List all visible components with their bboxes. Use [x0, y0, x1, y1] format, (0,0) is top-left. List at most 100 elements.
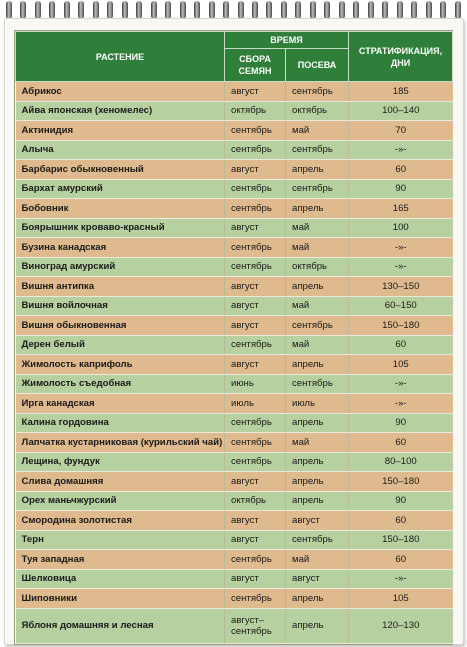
plant-cell: Слива домашняя: [15, 471, 225, 492]
stratification-cell: 120–130: [348, 608, 453, 644]
sowing-cell: апрель: [285, 276, 350, 297]
spiral-ring: [165, 1, 172, 19]
seed-collection-line: сентябрь: [231, 625, 272, 637]
sowing-cell: апрель: [285, 159, 350, 180]
seed-collection-cell: октябрь: [224, 491, 286, 511]
seed-collection-cell: август: [224, 510, 286, 531]
spiral-ring: [92, 1, 99, 19]
spiral-ring: [382, 1, 389, 19]
sowing-cell: октябрь: [285, 257, 350, 277]
seed-collection-cell: сентябрь: [224, 588, 286, 609]
stratification-cell: 130–150: [348, 276, 453, 297]
table-row: Абрикос август сентябрь 185: [15, 81, 453, 102]
spiral-ring: [396, 1, 403, 19]
stratification-cell: 150–180: [348, 315, 453, 336]
spiral-ring: [208, 1, 215, 19]
spiral-ring: [324, 1, 331, 19]
stratification-cell: 60–150: [348, 296, 453, 316]
sowing-cell: май: [285, 335, 350, 355]
header-stratification: СТРАТИФИКАЦИЯ, ДНИ: [348, 31, 454, 82]
plant-cell: Смородина золотистая: [15, 510, 225, 531]
table-row: Бархат амурский сентябрь сентябрь 90: [15, 179, 453, 199]
plant-cell: Актинидия: [15, 120, 225, 141]
spiral-binding: [6, 0, 461, 24]
sowing-cell: апрель: [285, 608, 350, 644]
sowing-cell: сентябрь: [285, 530, 350, 550]
plant-cell: Жимолость съедобная: [15, 374, 225, 394]
table-row: Слива домашняя август апрель 150–180: [15, 471, 453, 492]
sowing-cell: август: [285, 569, 350, 589]
plant-cell: Яблоня домашняя и лесная: [15, 608, 225, 644]
plant-cell: Дерен белый: [15, 335, 225, 355]
spiral-ring: [266, 1, 273, 19]
plant-cell: Абрикос: [15, 81, 225, 102]
table-row: Калина гордовина сентябрь апрель 90: [15, 413, 453, 433]
table-row: Терн август сентябрь 150–180: [15, 530, 453, 550]
sowing-cell: октябрь: [285, 101, 350, 121]
plant-cell: Орех маньчжурский: [15, 491, 225, 511]
spiral-ring: [440, 1, 447, 19]
spiral-ring: [194, 1, 201, 19]
seed-collection-cell: сентябрь: [224, 335, 286, 355]
spiral-ring: [20, 1, 27, 19]
sowing-cell: апрель: [285, 413, 350, 433]
table-row: Бобовник сентябрь апрель 165: [15, 198, 453, 219]
notebook-page: РАСТЕНИЕ ВРЕМЯ СТРАТИФИКАЦИЯ, ДНИ СБОРА …: [4, 18, 464, 645]
sowing-cell: август: [285, 510, 350, 531]
stratification-cell: 60: [348, 159, 453, 180]
stratification-cell: -»-: [348, 393, 453, 414]
stratification-cell: 90: [348, 179, 453, 199]
stratification-cell: 60: [348, 432, 453, 453]
table-row: Айва японская (хеномелес) октябрь октябрь 1…: [15, 101, 453, 121]
stratification-cell: 105: [348, 588, 453, 609]
seed-collection-cell: сентябрь: [224, 120, 286, 141]
sowing-cell: сентябрь: [285, 179, 350, 199]
plant-cell: Калина гордовина: [15, 413, 225, 433]
seed-collection-cell: июль: [224, 393, 286, 414]
stratification-table: РАСТЕНИЕ ВРЕМЯ СТРАТИФИКАЦИЯ, ДНИ СБОРА …: [14, 30, 454, 645]
spiral-ring: [411, 1, 418, 19]
seed-collection-cell: август– сентябрь: [224, 608, 286, 644]
plant-cell: Вишня антипка: [15, 276, 225, 297]
stratification-cell: -»-: [348, 374, 453, 394]
spiral-ring: [6, 1, 12, 19]
spiral-ring: [136, 1, 143, 19]
table-row: Шиповники сентябрь апрель 105: [15, 588, 453, 609]
header-plant: РАСТЕНИЕ: [15, 31, 225, 82]
spiral-ring: [425, 1, 432, 19]
table-row: Бузина канадская сентябрь май -»-: [15, 237, 453, 258]
stratification-cell: 165: [348, 198, 453, 219]
spiral-ring: [34, 1, 41, 19]
stratification-cell: 60: [348, 335, 453, 355]
seed-collection-cell: август: [224, 81, 286, 102]
spiral-ring: [367, 1, 374, 19]
stratification-cell: 60: [348, 549, 453, 570]
plant-cell: Вишня обыкновенная: [15, 315, 225, 336]
table-row: Боярышник кроваво-красный август май 100: [15, 218, 453, 238]
plant-cell: Шелковица: [15, 569, 225, 589]
spiral-ring: [353, 1, 360, 19]
stratification-cell: -»-: [348, 237, 453, 258]
sowing-cell: апрель: [285, 354, 350, 375]
seed-collection-cell: сентябрь: [224, 179, 286, 199]
plant-cell: Айва японская (хеномелес): [15, 101, 225, 121]
seed-collection-cell: август: [224, 569, 286, 589]
stratification-cell: 90: [348, 491, 453, 511]
table-row: Актинидия сентябрь май 70: [15, 120, 453, 141]
stratification-cell: 150–180: [348, 471, 453, 492]
table-row: Вишня антипка август апрель 130–150: [15, 276, 453, 297]
seed-collection-cell: август: [224, 296, 286, 316]
spiral-ring: [150, 1, 157, 19]
table-row: Лещина, фундук сентябрь апрель 80–100: [15, 452, 453, 472]
table-row: Орех маньчжурский октябрь апрель 90: [15, 491, 453, 511]
seed-collection-cell: сентябрь: [224, 452, 286, 472]
sowing-cell: сентябрь: [285, 81, 350, 102]
sowing-cell: апрель: [285, 198, 350, 219]
sowing-cell: май: [285, 237, 350, 258]
seed-collection-cell: август: [224, 354, 286, 375]
header-time: ВРЕМЯ: [223, 31, 350, 49]
seed-collection-cell: июнь: [224, 374, 286, 394]
table-row: Алыча сентябрь сентябрь -»-: [15, 140, 453, 160]
seed-collection-cell: сентябрь: [224, 549, 286, 570]
seed-collection-cell: сентябрь: [224, 198, 286, 219]
